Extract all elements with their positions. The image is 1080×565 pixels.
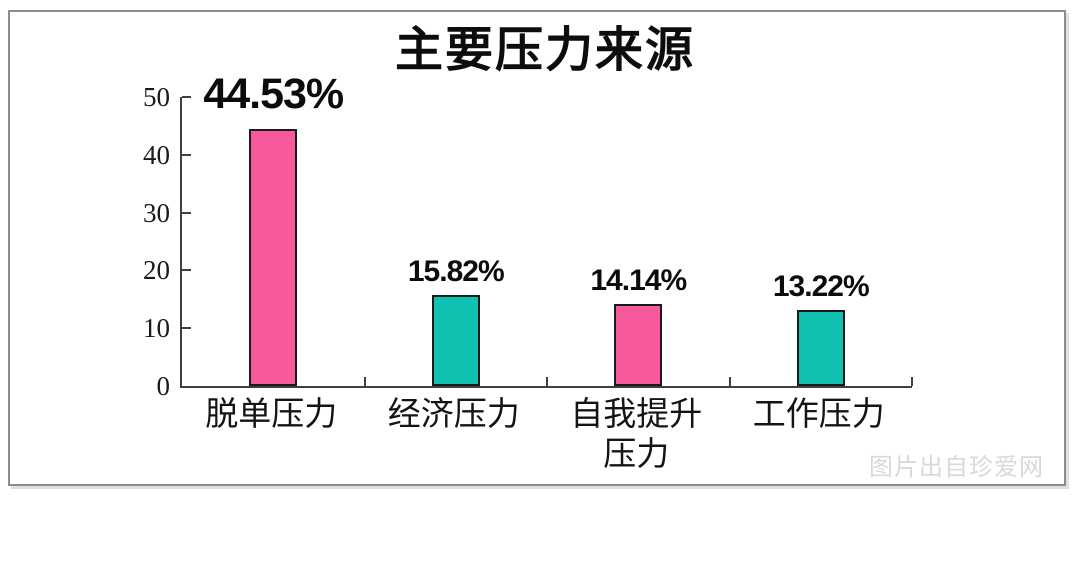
- y-tick-label: 10: [143, 313, 170, 344]
- category-label: 工作压力: [752, 395, 885, 432]
- chart-title: 主要压力来源: [394, 24, 695, 77]
- value-label: 15.82%: [407, 254, 505, 288]
- y-tick-label: 40: [143, 139, 170, 170]
- y-tick-label: 50: [143, 82, 170, 112]
- bar-脱单压力: [249, 128, 298, 386]
- y-tick-mark: [182, 96, 191, 98]
- y-tick-label: 30: [143, 197, 170, 228]
- y-tick-label: 20: [143, 255, 170, 286]
- value-label: 14.14%: [590, 264, 687, 298]
- category-label: 自我提升压力: [570, 395, 703, 473]
- bar-工作压力: [796, 309, 845, 386]
- plot-area: 44.53% 15.82% 14.14% 13.22%: [180, 72, 913, 388]
- x-tick-mark: [546, 377, 548, 386]
- y-tick-mark: [182, 269, 191, 272]
- watermark: 图片出自珍爱网: [869, 454, 1044, 481]
- value-label: 44.53%: [203, 69, 344, 118]
- x-tick-mark: [363, 377, 366, 386]
- x-tick-mark: [728, 377, 731, 386]
- y-tick-mark: [182, 153, 191, 156]
- bar-自我提升压力: [614, 304, 663, 386]
- value-label: 13.22%: [772, 269, 870, 303]
- y-tick-mark: [182, 211, 191, 214]
- y-tick-mark: [182, 327, 191, 330]
- x-tick-mark: [911, 377, 913, 386]
- category-label: 脱单压力: [205, 395, 338, 432]
- category-label: 经济压力: [387, 395, 520, 432]
- chart-frame: [8, 10, 1066, 486]
- y-tick-label: 0: [156, 371, 171, 401]
- bar-经济压力: [431, 294, 480, 386]
